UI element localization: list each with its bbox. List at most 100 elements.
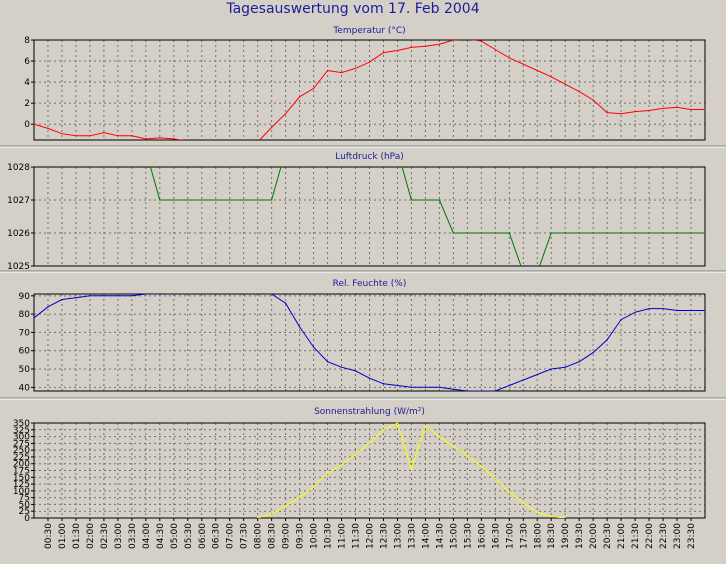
x-tick-label: 01:30	[72, 523, 82, 549]
data-point	[648, 109, 650, 112]
x-tick-label: 06:00	[198, 523, 208, 549]
series-line	[34, 294, 705, 391]
y-tick-label: 150	[13, 473, 30, 483]
data-point	[117, 295, 119, 297]
x-tick-label: 15:30	[463, 523, 473, 549]
x-tick-label: 08:00	[254, 523, 264, 549]
x-tick-label: 02:00	[86, 523, 96, 549]
data-point	[438, 435, 440, 438]
panel-title: Rel. Feuchte (%)	[333, 279, 407, 289]
x-tick-label: 23:30	[687, 523, 697, 549]
y-tick-label: 90	[19, 292, 31, 302]
x-tick-label: 12:30	[379, 523, 389, 549]
y-tick-label: 175	[13, 467, 30, 477]
x-tick-label: 15:00	[449, 523, 459, 549]
y-tick-label: 4	[24, 78, 30, 88]
data-point	[550, 516, 552, 518]
data-point	[285, 113, 287, 115]
data-point	[466, 454, 468, 457]
x-tick-label: 13:00	[393, 523, 403, 549]
data-point	[326, 361, 329, 363]
data-point	[564, 366, 566, 368]
chart-panel: Luftdruck (hPa) 1025 1026 1027 1028	[7, 152, 706, 272]
data-point	[536, 69, 538, 72]
data-point	[75, 297, 77, 299]
data-point	[382, 383, 385, 385]
x-tick-label: 22:30	[659, 523, 669, 549]
data-point	[131, 295, 133, 297]
data-point	[424, 45, 427, 47]
data-point	[47, 127, 49, 130]
y-tick-label: 1026	[7, 229, 30, 239]
y-tick-label: 250	[13, 446, 30, 456]
x-tick-label: 18:00	[533, 523, 543, 549]
y-tick-label: 325	[13, 426, 30, 436]
data-point	[131, 135, 133, 137]
x-tick-label: 19:00	[561, 523, 571, 549]
y-tick-label: 100	[13, 487, 30, 497]
data-point	[312, 346, 315, 348]
data-point	[326, 69, 329, 72]
x-tick-label: 03:30	[128, 523, 138, 549]
data-point	[326, 472, 329, 474]
x-tick-label: 17:30	[519, 523, 529, 549]
data-point	[103, 295, 105, 297]
data-point	[159, 199, 161, 201]
data-point	[494, 478, 496, 480]
x-tick-label: 07:30	[240, 523, 250, 549]
y-tick-label: 300	[13, 433, 30, 443]
data-point	[508, 232, 510, 234]
x-tick-label: 12:00	[366, 523, 376, 549]
data-point	[578, 90, 580, 93]
data-point	[634, 110, 636, 113]
x-tick-label: 18:30	[547, 523, 557, 549]
data-point	[382, 52, 385, 54]
data-point	[368, 377, 371, 379]
x-tick-label: 05:00	[170, 523, 180, 549]
data-point	[438, 43, 440, 45]
x-tick-label: 21:00	[617, 523, 627, 549]
data-point	[396, 384, 399, 387]
data-point	[61, 133, 63, 135]
data-point	[368, 442, 371, 444]
y-tick-label: 0	[24, 514, 30, 524]
x-tick-label: 19:30	[575, 523, 585, 549]
x-tick-label: 04:30	[156, 523, 166, 549]
x-tick-label: 16:00	[477, 523, 487, 549]
y-tick-label: 25	[19, 507, 30, 517]
data-point	[340, 464, 343, 466]
data-point	[299, 497, 301, 499]
data-point	[536, 511, 538, 514]
x-tick-label: 10:00	[310, 523, 320, 549]
data-point	[494, 390, 496, 392]
x-tick-label: 14:30	[435, 523, 445, 549]
data-point	[285, 302, 287, 304]
data-point	[89, 135, 91, 137]
data-point	[480, 465, 482, 468]
data-point	[536, 373, 538, 376]
data-point	[480, 40, 482, 42]
data-point	[271, 513, 273, 515]
data-point	[89, 295, 91, 297]
data-point	[522, 502, 524, 504]
data-point	[452, 39, 454, 41]
data-point	[550, 368, 552, 370]
data-point	[145, 138, 147, 140]
data-point	[354, 67, 357, 70]
data-point	[354, 453, 357, 455]
y-tick-label: 225	[13, 453, 30, 463]
data-point	[438, 199, 440, 201]
data-point	[690, 309, 692, 312]
x-tick-label: 08:30	[268, 523, 278, 549]
y-tick-label: 275	[13, 439, 30, 449]
data-point	[606, 339, 608, 341]
panel-title: Temperatur (°C)	[332, 26, 405, 36]
data-point	[634, 311, 636, 313]
y-tick-label: 1027	[7, 196, 30, 206]
y-tick-label: 1025	[7, 262, 30, 272]
x-tick-label: 20:00	[589, 523, 599, 549]
data-point	[61, 298, 63, 301]
chart-panel: Sonnenstrahlung (W/m²) 025507510012515017…	[13, 407, 706, 524]
data-point	[285, 505, 287, 507]
